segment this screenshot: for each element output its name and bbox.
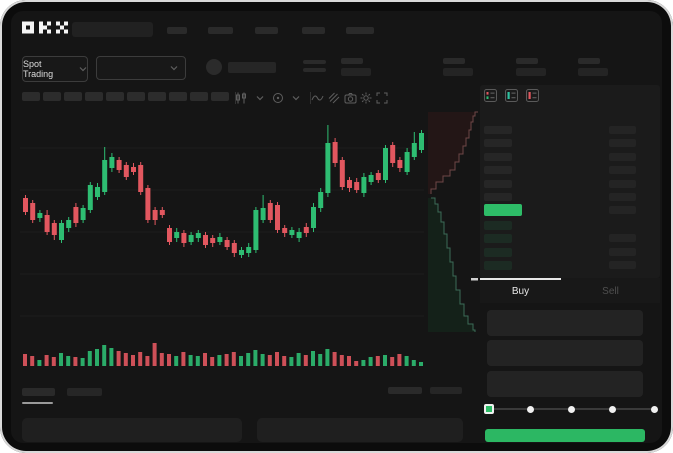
settings-gear-icon[interactable] (359, 91, 373, 104)
ask-price-bar[interactable] (484, 193, 512, 201)
orderbook-sell-view-icon[interactable] (526, 89, 539, 102)
ticker-stat-value (443, 68, 473, 76)
ticker-stat-label (578, 58, 600, 64)
pair-name-placeholder (228, 62, 276, 73)
ask-amount-bar (609, 152, 636, 161)
depth-chart (428, 111, 478, 332)
interval-button-placeholder[interactable] (64, 92, 82, 101)
tab-sell[interactable]: Sell (602, 285, 619, 297)
chevron-down-icon (170, 64, 178, 72)
nav-item-placeholder[interactable] (167, 27, 187, 34)
bid-price-bar[interactable] (484, 234, 512, 244)
pair-select-dropdown[interactable] (96, 56, 186, 80)
line-chart-icon[interactable] (310, 91, 324, 104)
candlestick-icon[interactable] (234, 91, 248, 104)
chevron-down-icon[interactable] (289, 91, 303, 104)
interval-button-placeholder[interactable] (148, 92, 166, 101)
bid-price-bar[interactable] (484, 261, 512, 271)
ask-amount-bar (609, 126, 636, 134)
slider-stop-dot[interactable] (568, 405, 575, 413)
ticker-stat-value (516, 68, 546, 76)
ticker-stat-value (578, 68, 608, 76)
buy-submit-button[interactable] (485, 429, 645, 442)
orderbook-buy-view-icon[interactable] (505, 89, 518, 102)
ask-price-bar[interactable] (484, 179, 512, 188)
tab-buy[interactable]: Buy (511, 285, 530, 297)
market-type-label: Spot Trading (23, 59, 54, 79)
ask-price-bar[interactable] (484, 166, 512, 175)
ticker-stat-label (341, 58, 363, 64)
ask-amount-bar (609, 139, 636, 148)
ticker-stat-label (516, 58, 538, 64)
bid-amount-bar (609, 261, 636, 270)
bottom-panel (257, 418, 463, 442)
ask-amount-bar (609, 193, 636, 201)
interval-button-placeholder[interactable] (169, 92, 187, 101)
bid-price-bar[interactable] (484, 247, 512, 257)
bottom-tab-placeholder[interactable] (67, 388, 102, 396)
interval-button-placeholder[interactable] (22, 92, 40, 101)
trade-tabs-row (480, 278, 660, 303)
nav-item-placeholder[interactable] (208, 27, 233, 34)
ask-price-bar[interactable] (484, 152, 512, 161)
candlestick-chart[interactable] (20, 108, 424, 332)
ask-price-bar[interactable] (484, 126, 512, 134)
amount-input[interactable] (487, 340, 643, 366)
ask-price-bar[interactable] (484, 139, 512, 148)
drawing-tools-icon[interactable] (327, 91, 341, 104)
slider-stop-dot[interactable] (526, 405, 534, 413)
interval-button-placeholder[interactable] (190, 92, 208, 101)
slider-stop-dot[interactable] (609, 405, 617, 413)
separator (303, 91, 317, 104)
indicator-icon[interactable] (271, 91, 285, 104)
bottom-tab-underline (22, 402, 53, 404)
pair-icon-circle (206, 59, 222, 75)
price-input[interactable] (487, 310, 643, 336)
nav-item-placeholder[interactable] (255, 27, 278, 34)
chevron-down-icon[interactable] (253, 91, 267, 104)
volume-histogram (23, 343, 423, 366)
bid-price-bar[interactable] (484, 221, 512, 230)
bottom-tab-placeholder[interactable] (22, 388, 55, 396)
fullscreen-icon[interactable] (375, 91, 389, 104)
nav-item-placeholder[interactable] (302, 27, 325, 34)
list-toggle-line (303, 68, 326, 72)
interval-button-placeholder[interactable] (127, 92, 145, 101)
bottom-link-placeholder[interactable] (388, 387, 422, 394)
slider-handle[interactable] (484, 404, 494, 414)
interval-button-placeholder[interactable] (211, 92, 229, 101)
interval-button-placeholder[interactable] (43, 92, 61, 101)
last-price-badge (484, 204, 522, 216)
interval-button-placeholder[interactable] (106, 92, 124, 101)
nav-item-placeholder[interactable] (346, 27, 374, 34)
bid-amount-bar (609, 234, 636, 243)
amount-slider[interactable] (481, 400, 662, 418)
camera-icon[interactable] (343, 91, 357, 104)
bottom-panel (22, 418, 242, 442)
ask-amount-bar (609, 179, 636, 188)
ticker-stat-label (443, 58, 465, 64)
topnav-search-placeholder[interactable] (72, 22, 153, 37)
okx-logo[interactable] (22, 21, 68, 34)
bottom-link-placeholder[interactable] (430, 387, 462, 394)
ticker-stat-value (341, 68, 371, 76)
orderbook-combined-view-icon[interactable] (484, 89, 497, 102)
list-toggle-line (303, 60, 326, 64)
last-price-amount-bar (609, 206, 636, 214)
slider-stop-dot[interactable] (650, 405, 658, 413)
chevron-down-icon (79, 65, 87, 73)
separator (228, 91, 242, 104)
ask-amount-bar (609, 166, 636, 175)
market-type-dropdown[interactable]: Spot Trading (22, 56, 88, 82)
total-input[interactable] (487, 371, 643, 397)
interval-button-placeholder[interactable] (85, 92, 103, 101)
active-tab-indicator (480, 278, 561, 280)
bid-amount-bar (609, 247, 636, 256)
